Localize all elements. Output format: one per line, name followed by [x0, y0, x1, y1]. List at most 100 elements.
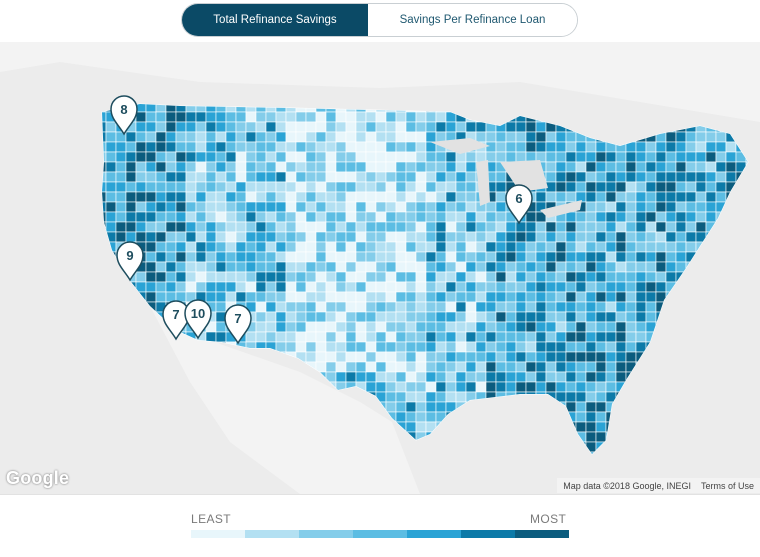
map-pin[interactable]: 6	[505, 184, 533, 225]
county-cell	[115, 201, 127, 213]
county-cell	[285, 271, 297, 283]
county-cell	[455, 301, 467, 313]
county-cell	[175, 104, 187, 113]
county-cell	[705, 211, 717, 223]
county-cell	[635, 111, 647, 123]
county-cell	[725, 121, 737, 133]
county-cell	[535, 221, 547, 233]
county-cell	[295, 191, 307, 203]
county-cell	[395, 111, 407, 123]
county-cell	[605, 291, 617, 303]
county-cell	[235, 111, 247, 123]
county-cell	[645, 421, 657, 433]
county-cell	[205, 291, 217, 303]
county-cell	[405, 171, 417, 183]
county-cell	[415, 171, 427, 183]
choropleth-map[interactable]: 8 6 9 7 10 7 Google Map data ©2018 Googl…	[0, 42, 760, 494]
county-cell	[355, 291, 367, 303]
lake-michigan	[476, 160, 490, 206]
county-cell	[435, 241, 447, 253]
county-cell	[585, 381, 597, 393]
county-cell	[535, 231, 547, 243]
county-cell	[135, 311, 147, 323]
county-cell	[145, 421, 157, 433]
county-cell	[625, 311, 637, 323]
county-cell	[635, 331, 647, 343]
county-cell	[705, 241, 717, 253]
county-cell	[415, 221, 427, 233]
county-cell	[465, 211, 477, 223]
county-cell	[505, 371, 517, 383]
county-cell	[225, 221, 237, 233]
county-cell	[365, 191, 377, 203]
county-cell	[285, 231, 297, 243]
map-pin[interactable]: 10	[184, 299, 212, 340]
county-cell	[385, 381, 397, 393]
county-cell	[255, 341, 267, 353]
county-cell	[445, 401, 457, 413]
county-cell	[585, 361, 597, 373]
map-pin[interactable]: 8	[110, 95, 138, 136]
county-cell	[595, 431, 607, 443]
county-cell	[165, 411, 177, 423]
county-cell	[465, 301, 477, 313]
county-cell	[625, 281, 637, 293]
county-cell	[645, 451, 657, 454]
terms-of-use-link[interactable]: Terms of Use	[700, 480, 754, 491]
county-cell	[175, 161, 187, 173]
county-cell	[485, 331, 497, 343]
county-cell	[605, 104, 617, 113]
county-cell	[145, 401, 157, 413]
county-cell	[545, 261, 557, 273]
county-cell	[635, 191, 647, 203]
county-cell	[415, 131, 427, 143]
county-cell	[485, 381, 497, 393]
county-cell	[105, 401, 117, 413]
county-cell	[465, 331, 477, 343]
county-cell	[525, 421, 537, 433]
county-cell	[675, 441, 687, 453]
county-cell	[375, 161, 387, 173]
county-cell	[645, 251, 657, 263]
county-cell	[225, 131, 237, 143]
county-cell	[445, 451, 457, 454]
county-cell	[525, 104, 537, 113]
county-cell	[735, 221, 747, 233]
county-cell	[125, 191, 137, 203]
county-cell	[635, 151, 647, 163]
county-cell	[595, 271, 607, 283]
county-cell	[705, 441, 717, 453]
county-cell	[605, 271, 617, 283]
county-cell	[715, 171, 727, 183]
county-cell	[375, 241, 387, 253]
county-cell	[135, 451, 147, 454]
county-cell	[735, 291, 747, 303]
county-cell	[605, 381, 617, 393]
tab-savings-per-refinance-loan[interactable]: Savings Per Refinance Loan	[368, 4, 577, 36]
county-cell	[735, 131, 747, 143]
county-cell	[305, 201, 317, 213]
county-cell	[735, 121, 747, 133]
county-cell	[655, 241, 667, 253]
map-pin[interactable]: 7	[224, 304, 252, 345]
county-cell	[185, 201, 197, 213]
county-cell	[275, 141, 287, 153]
county-cell	[675, 311, 687, 323]
county-cell	[215, 181, 227, 193]
tab-total-refinance-savings[interactable]: Total Refinance Savings	[182, 4, 368, 36]
county-cell	[635, 251, 647, 263]
county-cell	[365, 281, 377, 293]
county-cell	[505, 451, 517, 454]
county-cell	[585, 291, 597, 303]
county-cell	[475, 241, 487, 253]
county-cell	[315, 241, 327, 253]
legend-swatch	[299, 530, 353, 538]
county-cell	[435, 271, 447, 283]
county-cell	[395, 261, 407, 273]
map-canvas[interactable]: 8 6 9 7 10 7	[0, 42, 760, 494]
county-cell	[605, 221, 617, 233]
county-cell	[665, 251, 677, 263]
map-pin[interactable]: 9	[116, 241, 144, 282]
county-cell	[335, 371, 347, 383]
map-pin[interactable]: 7	[162, 300, 190, 341]
